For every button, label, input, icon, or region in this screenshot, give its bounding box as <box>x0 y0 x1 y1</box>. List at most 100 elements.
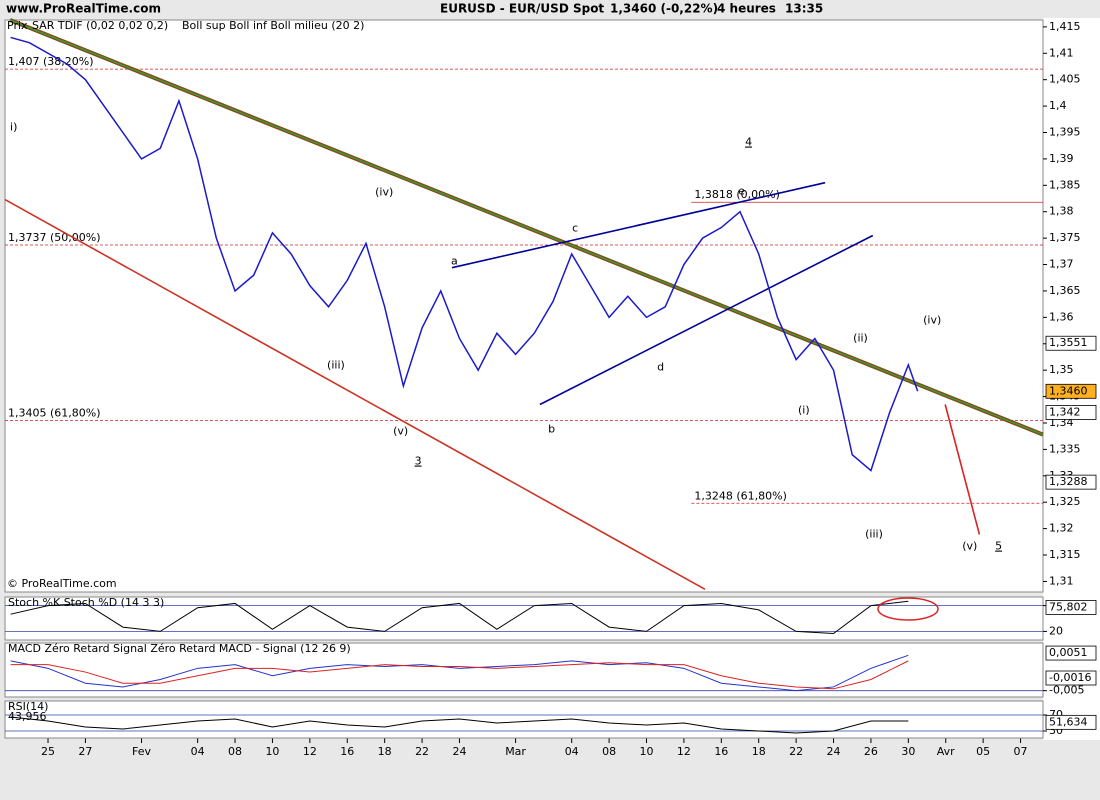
wave-label: e <box>738 185 745 198</box>
wave-label: 3 <box>415 455 422 468</box>
highlight <box>877 597 939 621</box>
wave-label: (iii) <box>327 358 345 371</box>
y-tick-label: 20 <box>1049 624 1063 637</box>
y-tick-label: 1,415 <box>1049 20 1081 33</box>
x-tick-label: 05 <box>976 745 990 758</box>
panel-title: RSI(14) <box>8 700 48 713</box>
y-tick-label: 1,38 <box>1049 205 1074 218</box>
x-tick-label: 16 <box>714 745 728 758</box>
wave-label: 4 <box>745 136 752 149</box>
x-tick-label: 10 <box>640 745 654 758</box>
y-tick-label: 1,405 <box>1049 73 1081 86</box>
wave-label: (iii) <box>865 527 883 540</box>
price-tag-label: 1,3551 <box>1049 336 1088 349</box>
price-tag <box>1045 714 1097 730</box>
axis-area <box>1043 18 1100 740</box>
y-tick-label: 1,4 <box>1049 99 1067 112</box>
x-tick-label: 25 <box>41 745 55 758</box>
panel <box>4 700 1044 739</box>
wave-label: (iv) <box>375 186 393 199</box>
fib-label: 1,3737 (50,00%) <box>8 231 101 244</box>
price-tag-label: 1,3460 <box>1049 384 1088 397</box>
trend-line <box>451 181 826 269</box>
x-tick-label: 24 <box>452 745 466 758</box>
x-tick-label: 08 <box>228 745 242 758</box>
x-tick-label: Mar <box>505 745 526 758</box>
x-tick-label: 07 <box>1014 745 1028 758</box>
panel-title: Stoch %K Stoch %D (14 3 3) <box>8 596 164 609</box>
x-tick-label: Fev <box>132 745 151 758</box>
price-tag <box>1045 335 1097 351</box>
legend-price: Prix <box>7 19 28 32</box>
wave-label: 5 <box>995 540 1002 553</box>
y-tick-label: 1,395 <box>1049 125 1081 138</box>
x-tick-label: 12 <box>303 745 317 758</box>
trend-line <box>9 19 1044 436</box>
panel <box>4 19 1044 593</box>
y-tick-label: 1,32 <box>1049 522 1074 535</box>
series-line <box>10 36 919 472</box>
x-tick-label: 27 <box>78 745 92 758</box>
y-tick-label: 1,315 <box>1049 548 1081 561</box>
x-tick-label: 26 <box>864 745 878 758</box>
x-tick-label: 16 <box>340 745 354 758</box>
site: www.ProRealTime.com <box>6 2 161 16</box>
price-tag-label: 51,634 <box>1049 715 1088 728</box>
x-tick-label: 12 <box>677 745 691 758</box>
price-tag <box>1045 600 1097 615</box>
x-tick-label: 10 <box>265 745 279 758</box>
readout: 43,956 <box>8 710 47 723</box>
x-tick-label: 04 <box>191 745 205 758</box>
series-line <box>10 716 909 734</box>
x-tick-label: 30 <box>901 745 915 758</box>
series-line <box>10 654 909 692</box>
x-tick-label: 22 <box>789 745 803 758</box>
y-tick-label: 1,41 <box>1049 46 1074 59</box>
y-tick-label: -0,005 <box>1049 684 1084 697</box>
wave-label: a <box>451 254 458 267</box>
wave-label: (v) <box>393 424 408 437</box>
trend-line <box>4 198 706 591</box>
x-tick-label: 22 <box>415 745 429 758</box>
price-tag-label: -0,0016 <box>1049 671 1091 684</box>
quote: 1,3460 (-0,22%) <box>610 2 718 16</box>
price-tag <box>1045 670 1097 686</box>
y-tick-label: 1,36 <box>1049 310 1074 323</box>
fib-label: 1,3248 (61,80%) <box>694 489 787 502</box>
price-tag-label: 1,3288 <box>1049 475 1088 488</box>
wave-label: (i) <box>798 403 810 416</box>
copyright: © ProRealTime.com <box>7 577 117 590</box>
fib-label: 1,3405 (61,80%) <box>8 406 101 419</box>
panel <box>4 596 1044 641</box>
panel <box>4 642 1044 698</box>
x-tick-label: 08 <box>602 745 616 758</box>
x-tick-label: 24 <box>827 745 841 758</box>
wave-label: (v) <box>962 540 977 553</box>
period: 4 heures <box>717 2 776 16</box>
wave-label: (ii) <box>853 331 868 344</box>
price-tag-label: 0,0051 <box>1049 646 1088 659</box>
fib-label: 1,407 (38,20%) <box>8 55 94 68</box>
fib-label: 1,3818 (0,00%) <box>694 188 780 201</box>
y-tick-label: 1,375 <box>1049 231 1081 244</box>
y-tick-label: 1,37 <box>1049 258 1074 271</box>
time: 13:35 <box>785 2 823 16</box>
price-tag <box>1045 405 1097 420</box>
x-tick-label: Avr <box>937 745 955 758</box>
legend-sar: SAR TDIF (0,02 0,02 0,2) <box>32 19 168 32</box>
panel-title: MACD Zéro Retard Signal Zéro Retard MACD… <box>8 642 351 655</box>
price-tag-label: 75,802 <box>1049 600 1088 613</box>
wave-label: b <box>548 422 555 435</box>
price-tag <box>1045 383 1097 399</box>
price-tag <box>1045 645 1097 661</box>
y-tick-label: 1,335 <box>1049 442 1081 455</box>
trend-line <box>539 234 874 406</box>
series-line <box>10 660 909 690</box>
y-tick-label: 1,39 <box>1049 152 1074 165</box>
series-line <box>10 600 909 635</box>
wave-label: d <box>657 361 664 374</box>
price-tag <box>1045 474 1097 490</box>
y-tick-label: 1,365 <box>1049 284 1081 297</box>
